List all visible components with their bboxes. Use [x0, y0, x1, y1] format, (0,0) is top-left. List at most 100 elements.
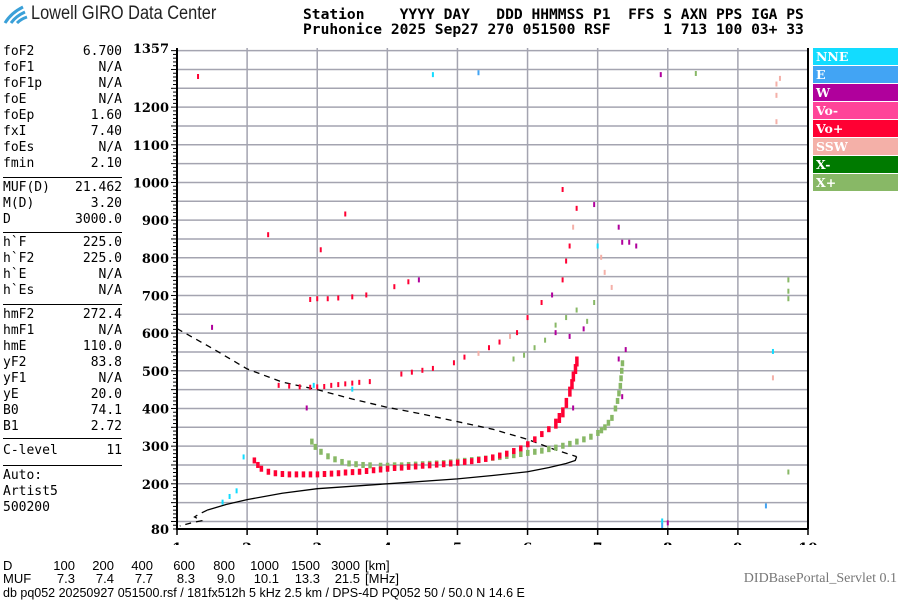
legend-item-w: W	[813, 84, 898, 101]
echo-point	[452, 360, 455, 366]
o-trace-point	[252, 457, 257, 464]
echo-point	[582, 326, 585, 332]
distance-value: 1500	[291, 558, 320, 573]
o-trace-point	[385, 465, 390, 472]
echo-point	[554, 330, 557, 336]
x-trace-point	[326, 453, 330, 460]
echo-point	[600, 254, 603, 260]
o-trace-point	[554, 418, 558, 429]
x-trace-point	[533, 448, 537, 455]
x-trace-point	[561, 442, 565, 449]
o-trace-point	[301, 471, 306, 478]
echo-point	[431, 72, 434, 78]
echo-point	[764, 503, 767, 509]
echo-point	[624, 347, 627, 353]
x-trace-point	[589, 433, 593, 440]
o-trace-point	[273, 470, 278, 477]
param-value: 2.10	[90, 156, 122, 171]
x-tick-label: 10	[798, 541, 818, 545]
o-trace-point	[406, 463, 411, 470]
param-value: 225.0	[82, 251, 122, 266]
distance-value: 1000	[250, 558, 279, 573]
x-trace-point	[319, 448, 323, 455]
echo-point	[544, 337, 547, 343]
param-value: 6.700	[82, 44, 122, 59]
param-label: foF1p	[3, 76, 43, 91]
muf-value: 10.1	[253, 571, 279, 586]
y-tick-label: 500	[142, 365, 169, 380]
param-row-b1: B1 2.72	[3, 419, 122, 435]
y-tick-label: 1000	[133, 176, 169, 191]
x-trace-point	[512, 452, 516, 459]
echo-point	[477, 350, 480, 356]
echo-point	[344, 211, 347, 217]
echo-point	[309, 384, 312, 390]
param-value: 20.0	[90, 387, 122, 402]
x-trace-point	[568, 440, 572, 447]
param-label: fxI	[3, 124, 27, 139]
autoscaling-line: 500200	[3, 500, 122, 516]
x-trace-point	[620, 367, 624, 374]
divider	[3, 232, 122, 233]
o-trace-point	[413, 463, 418, 470]
param-value: N/A	[98, 140, 122, 155]
muf-d-label: D	[3, 558, 13, 573]
header-values: Pruhonice 2025 Sep27 270 051500 RSF 1 71…	[303, 21, 804, 38]
profile-dashed-upper	[176, 328, 577, 458]
echo-point	[516, 330, 519, 336]
param-value: 272.4	[82, 307, 122, 322]
echo-point	[407, 279, 410, 285]
echo-point	[635, 243, 638, 249]
distance-value: 600	[173, 558, 195, 573]
x-trace-point	[620, 360, 625, 367]
param-row-h-f: h`F 225.0	[3, 235, 122, 251]
muf-value: 9.0	[216, 571, 235, 586]
x-trace-point	[603, 424, 607, 431]
o-trace-point	[483, 455, 488, 462]
param-label: h`F	[3, 235, 27, 250]
o-trace-point	[469, 458, 474, 465]
o-trace-point	[575, 356, 579, 367]
echo-point	[326, 296, 329, 302]
echo-point	[778, 75, 781, 81]
param-value: N/A	[98, 371, 122, 386]
echo-point	[617, 356, 620, 362]
echo-point	[561, 187, 564, 193]
servlet-version: DIDBasePortal_Servlet 0.1	[743, 571, 897, 586]
echo-point	[659, 72, 662, 78]
param-row-hme: hmE 110.0	[3, 339, 122, 355]
echo-point	[572, 224, 575, 230]
echo-point	[694, 70, 697, 76]
echo-point	[417, 277, 420, 283]
legend-item-nne: NNE	[813, 48, 898, 65]
muf-value: 8.3	[176, 571, 195, 586]
o-trace-point	[294, 471, 299, 478]
o-trace-point	[448, 460, 453, 467]
param-row-foes: foEs N/A	[3, 140, 122, 156]
echo-point	[242, 454, 245, 460]
o-trace-point	[343, 469, 348, 476]
echo-point	[666, 520, 669, 526]
param-label: h`Es	[3, 283, 35, 298]
echo-point	[787, 469, 790, 475]
param-row-hmf1: hmF1 N/A	[3, 323, 122, 339]
echo-point	[621, 394, 624, 400]
param-row-b0: B0 74.1	[3, 403, 122, 419]
y-tick-label: 80	[151, 523, 169, 538]
x-tick-label: 6	[523, 541, 533, 545]
autoscaling-text: 500200	[3, 500, 50, 515]
x-tick-label: 5	[453, 541, 463, 545]
param-row-foep: foEp 1.60	[3, 108, 122, 124]
x-trace-point	[519, 451, 523, 458]
x-trace-point	[333, 456, 337, 463]
legend-item-xminus: X-	[813, 156, 898, 173]
echo-point	[421, 367, 424, 373]
profile-solid	[206, 456, 578, 511]
param-label: foF1	[3, 60, 35, 75]
o-trace-point	[378, 466, 383, 473]
echo-point	[787, 288, 790, 294]
echo-point	[775, 119, 778, 125]
y-tick-label: 900	[142, 214, 169, 229]
echo-point	[463, 354, 466, 360]
echo-point	[775, 81, 778, 87]
